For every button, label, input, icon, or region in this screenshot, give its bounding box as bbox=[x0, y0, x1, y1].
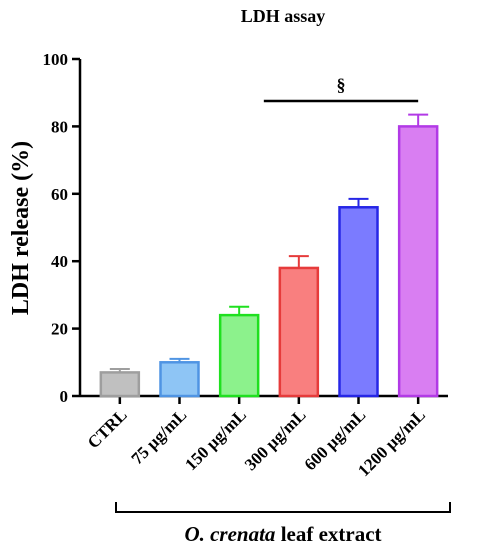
x-tick-label: 150 µg/mL bbox=[181, 405, 250, 474]
group-label: O. crenata leaf extract bbox=[184, 522, 381, 546]
chart-title: LDH assay bbox=[241, 6, 326, 26]
group-bracket: O. crenata leaf extract bbox=[115, 502, 451, 546]
bar bbox=[397, 125, 439, 398]
bar bbox=[218, 313, 260, 398]
x-tick-label: 300 µg/mL bbox=[241, 405, 310, 474]
group-label-rest: leaf extract bbox=[275, 522, 381, 546]
x-tick-label: 75 µg/mL bbox=[128, 405, 191, 468]
group-label-species: O. crenata bbox=[184, 522, 275, 546]
y-tick-label: 0 bbox=[60, 387, 69, 406]
x-tick-label: CTRL bbox=[84, 405, 131, 452]
bar bbox=[159, 361, 200, 398]
bars bbox=[99, 125, 439, 398]
error-bars bbox=[109, 113, 429, 373]
bar bbox=[278, 266, 320, 398]
bar bbox=[99, 371, 141, 398]
y-tick-label: 80 bbox=[51, 117, 68, 136]
y-axis-label: LDH release (%) bbox=[8, 141, 34, 315]
y-tick-label: 100 bbox=[43, 50, 69, 69]
group-bracket-line bbox=[115, 502, 451, 513]
significance-marker: § bbox=[263, 75, 419, 103]
y-tick-label: 40 bbox=[51, 252, 68, 271]
significance-symbol: § bbox=[337, 75, 346, 95]
y-axis: 0 20 40 60 80 100 bbox=[43, 50, 82, 406]
y-tick-label: 60 bbox=[51, 185, 68, 204]
bar bbox=[338, 206, 379, 398]
y-tick-label: 20 bbox=[51, 320, 68, 339]
